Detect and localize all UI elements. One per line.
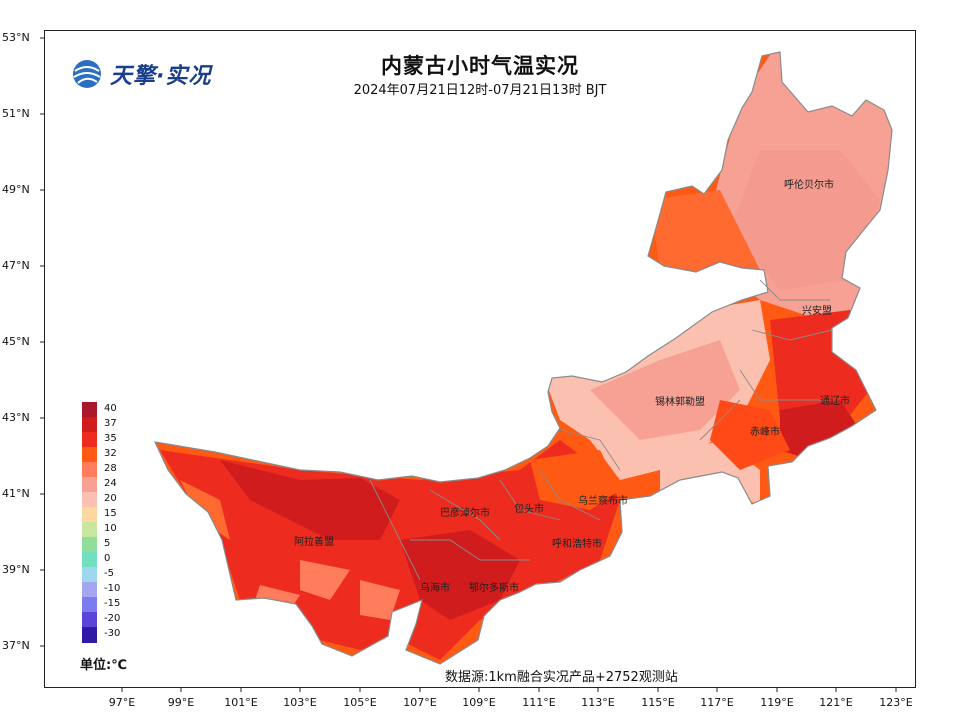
legend-label: -10	[104, 583, 121, 594]
lat-label: 49°N	[2, 183, 30, 196]
legend-label: -30	[104, 628, 121, 639]
legend-swatch	[82, 552, 97, 568]
globe-icon	[73, 60, 101, 88]
city-label: 兴安盟	[802, 306, 832, 317]
legend-label: 40	[104, 403, 117, 414]
unit-label: 单位:℃	[80, 658, 127, 673]
legend-swatch	[82, 447, 97, 463]
legend-swatch	[82, 402, 97, 418]
legend-label: 0	[104, 553, 111, 564]
city-label: 乌海市	[420, 583, 450, 594]
lat-label: 47°N	[2, 259, 30, 272]
city-label: 呼伦贝尔市	[784, 180, 834, 191]
legend-swatch	[82, 567, 97, 583]
lon-label: 103°E	[283, 696, 317, 709]
legend-swatch	[82, 582, 97, 598]
lat-label: 43°N	[2, 411, 30, 424]
legend-swatch	[82, 477, 97, 493]
league-boundaries	[369, 279, 833, 581]
legend-label: 24	[104, 478, 117, 489]
lat-label: 39°N	[2, 563, 30, 576]
lat-label: 45°N	[2, 335, 30, 348]
legend-label: 15	[104, 508, 117, 519]
legend-label: -20	[104, 613, 121, 624]
legend-label: 35	[104, 433, 117, 444]
lon-label: 121°E	[819, 696, 853, 709]
city-label: 锡林郭勒盟	[655, 397, 705, 408]
lon-label: 99°E	[167, 696, 195, 709]
lon-label: 101°E	[224, 696, 258, 709]
legend-swatch	[82, 507, 97, 523]
legend-label: 32	[104, 448, 117, 459]
lon-label: 111°E	[522, 696, 556, 709]
legend-label: 20	[104, 493, 117, 504]
map-frame	[44, 30, 916, 688]
lon-ticks	[121, 688, 897, 692]
city-label: 包头市	[514, 504, 544, 515]
lat-label: 37°N	[2, 639, 30, 652]
legend-label: 10	[104, 523, 117, 534]
logo-text: 天擎·实况	[110, 64, 212, 89]
map-subtitle: 2024年07月21日12时-07月21日13时 BJT	[353, 83, 607, 98]
legend-swatch	[82, 462, 97, 478]
legend-swatch	[82, 432, 97, 448]
temperature-field	[155, 52, 892, 664]
lon-label: 105°E	[343, 696, 377, 709]
lon-label: 117°E	[700, 696, 734, 709]
legend-swatch	[82, 597, 97, 613]
legend-label: -15	[104, 598, 121, 609]
city-label: 呼和浩特市	[552, 539, 602, 550]
legend-label: 5	[104, 538, 111, 549]
legend-swatch	[82, 627, 97, 643]
city-label: 乌兰察布市	[578, 496, 628, 507]
legend-swatch	[82, 612, 97, 628]
lon-label: 115°E	[641, 696, 675, 709]
lat-label: 53°N	[2, 31, 30, 44]
legend-label: -5	[104, 568, 114, 579]
city-label: 赤峰市	[750, 427, 780, 438]
lon-label: 123°E	[879, 696, 913, 709]
logo: 天擎·实况	[70, 57, 211, 91]
legend-swatch	[82, 537, 97, 553]
legend-swatch	[82, 492, 97, 508]
legend-swatch	[82, 522, 97, 538]
lon-label: 119°E	[760, 696, 794, 709]
region-outline	[153, 51, 893, 665]
lon-label: 113°E	[581, 696, 615, 709]
lon-label: 109°E	[462, 696, 496, 709]
lat-label: 51°N	[2, 107, 30, 120]
city-label: 鄂尔多斯市	[469, 583, 519, 594]
data-source: 数据源:1km融合实况产品+2752观测站	[445, 670, 678, 685]
legend-label: 37	[104, 418, 117, 429]
lon-label: 107°E	[403, 696, 437, 709]
legend-swatch	[82, 417, 97, 433]
city-label: 通辽市	[820, 396, 850, 407]
city-label: 阿拉善盟	[294, 537, 334, 548]
map-title: 内蒙古小时气温实况	[381, 54, 579, 78]
lat-ticks	[40, 37, 44, 647]
city-label: 巴彦淖尔市	[440, 508, 490, 519]
lat-label: 41°N	[2, 487, 30, 500]
legend-label: 28	[104, 463, 117, 474]
lon-label: 97°E	[108, 696, 136, 709]
